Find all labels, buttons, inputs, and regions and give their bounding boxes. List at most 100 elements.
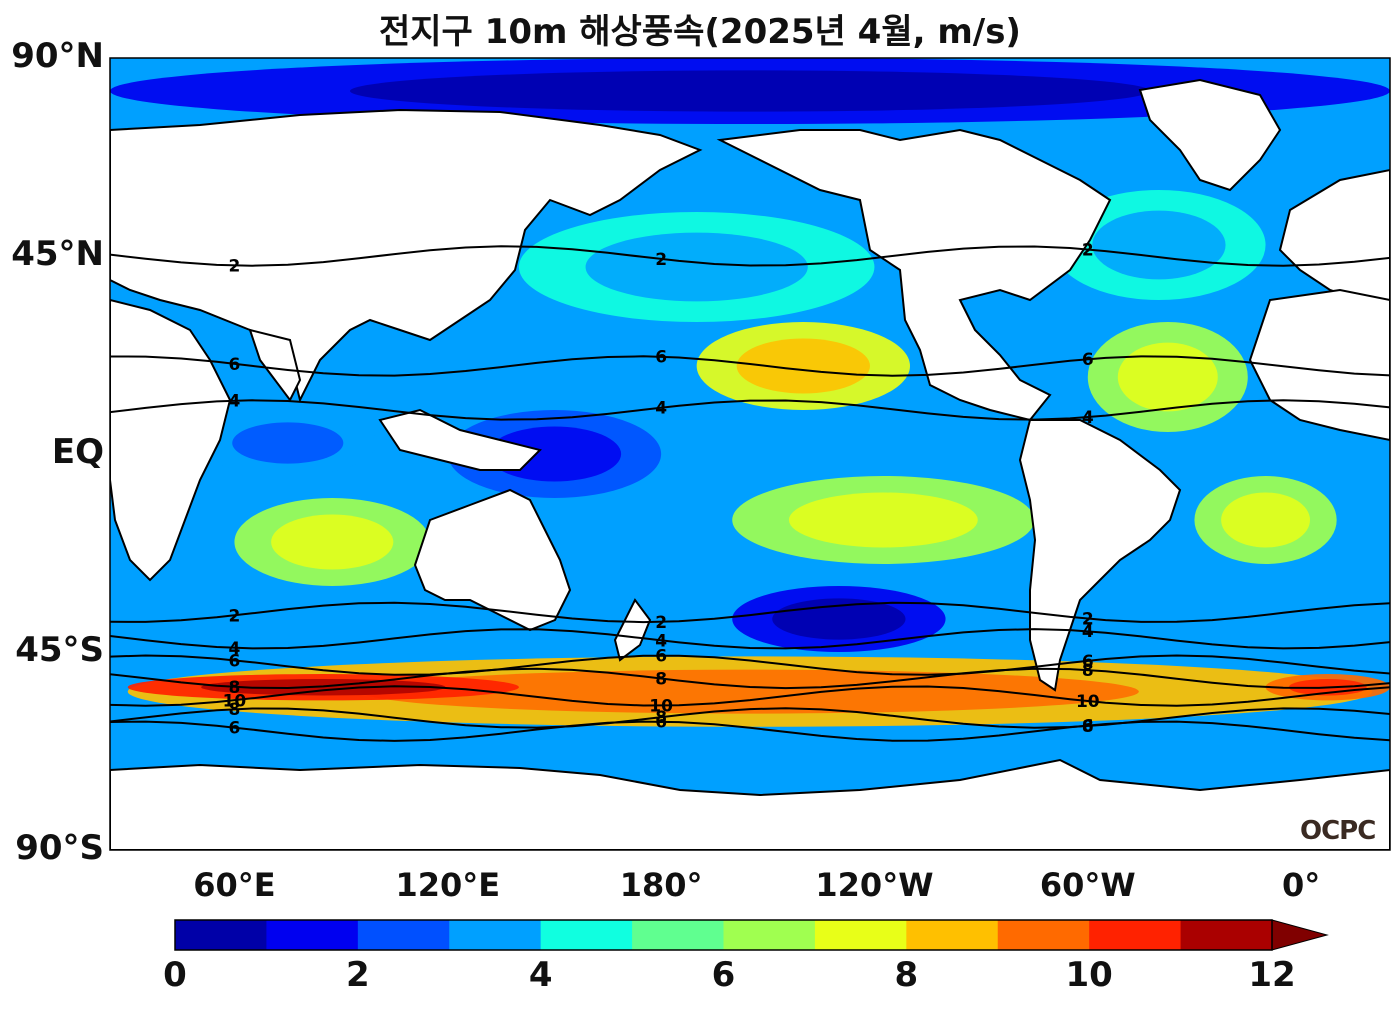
contour-line-9 xyxy=(110,245,1390,267)
land-greenland xyxy=(1138,78,1282,192)
colorbar-segment-4 xyxy=(540,920,633,950)
contour-label-6-2: 2 xyxy=(1082,610,1094,630)
land-africa xyxy=(110,298,232,582)
colorbar-tick-label-2: 4 xyxy=(528,955,553,995)
wind-region-core-8 xyxy=(585,232,808,302)
contour-label-8-1: 6 xyxy=(655,348,667,368)
land-north-america xyxy=(716,128,1112,422)
land-eurasia xyxy=(110,108,703,403)
colorbar-segment-7 xyxy=(814,920,907,950)
wind-region-core-3 xyxy=(736,338,870,394)
contour-label-7-1: 4 xyxy=(655,399,667,419)
contour-line-3 xyxy=(110,707,1390,729)
contour-lines xyxy=(110,245,1390,742)
contour-line-2 xyxy=(110,685,1390,707)
contour-label-1-1: 8 xyxy=(655,669,667,689)
colorbar-tick-label-1: 2 xyxy=(345,955,370,995)
lat-tick-label-0: 90°N xyxy=(11,36,104,76)
contour-label-9-0: 2 xyxy=(229,257,241,277)
wind-region-core-7 xyxy=(271,514,394,570)
colorbar-segment-11 xyxy=(1180,920,1273,950)
colorbar-segment-8 xyxy=(906,920,999,950)
contour-label-5-2: 4 xyxy=(1082,622,1094,642)
contour-label-4-0: 6 xyxy=(229,719,241,739)
lon-tick-label-0: 60°E xyxy=(193,866,276,904)
land-west-africa xyxy=(1248,288,1390,442)
lon-tick-label-4: 60°W xyxy=(1039,866,1136,904)
contour-label-3-2: 8 xyxy=(1082,717,1094,737)
colorbar-tick-label-0: 0 xyxy=(163,955,187,995)
colorbar-segment-3 xyxy=(449,920,542,950)
contour-label-1-0: 8 xyxy=(229,678,241,698)
wind-region-core-4 xyxy=(1117,342,1218,412)
colorbar-segment-10 xyxy=(1089,920,1182,950)
contour-label-3-1: 8 xyxy=(655,708,667,728)
contour-label-4-2: 6 xyxy=(1082,717,1094,737)
contour-label-3-0: 8 xyxy=(229,700,241,720)
land-india xyxy=(248,328,302,402)
contour-label-4-1: 6 xyxy=(655,713,667,733)
contour-label-2-0: 10 xyxy=(223,691,247,711)
contour-label-8-2: 6 xyxy=(1082,350,1094,370)
contour-label-7-0: 4 xyxy=(229,392,241,412)
land-indonesia xyxy=(378,408,542,471)
contour-label-0-1: 6 xyxy=(655,647,667,667)
contour-label-8-0: 6 xyxy=(229,355,241,375)
map-plot-area: 6 6 68 8 810 10 108 8 86 6 64 4 42 2 24 4 46 6 62 2 2 xyxy=(110,58,1390,850)
contour-label-1-2: 8 xyxy=(1082,661,1094,681)
land-south-america xyxy=(1018,419,1182,692)
colorbar-tick-label-3: 6 xyxy=(711,955,736,995)
contour-label-9-2: 2 xyxy=(1082,240,1094,260)
contour-label-5-1: 4 xyxy=(655,631,667,651)
contour-label-2-1: 10 xyxy=(649,697,673,717)
colorbar-tick-label-6: 12 xyxy=(1248,955,1296,995)
wind-region-core-12 xyxy=(772,598,906,640)
contour-label-9-1: 2 xyxy=(655,250,667,270)
lat-tick-label-1: 45°N xyxy=(11,234,104,274)
contour-line-6 xyxy=(110,601,1390,624)
lon-tick-label-5: 0° xyxy=(1281,866,1321,904)
contour-line-7 xyxy=(110,399,1390,421)
contour-labels: 6 6 68 8 810 10 108 8 86 6 64 4 42 2 24 4 46 6 62 2 2 xyxy=(223,240,1100,738)
lon-tick-label-3: 120°W xyxy=(815,866,934,904)
colorbar-segment-5 xyxy=(632,920,724,950)
colorbar-segment-9 xyxy=(997,920,1090,950)
land-new-zealand xyxy=(613,598,652,662)
contour-label-2-2: 10 xyxy=(1076,692,1100,712)
lat-tick-label-3: 45°S xyxy=(15,630,104,670)
colorbar-tick-label-5: 10 xyxy=(1065,955,1113,995)
colorbar-segment-0 xyxy=(175,920,267,950)
colorbar-frame xyxy=(174,919,1273,951)
map-frame xyxy=(109,57,1391,851)
contour-line-0 xyxy=(110,654,1390,676)
contour-label-7-2: 4 xyxy=(1082,408,1094,428)
contour-label-6-1: 2 xyxy=(655,613,667,633)
colorbar-extend-arrow xyxy=(1271,919,1329,951)
colorbar-segment-2 xyxy=(357,920,450,950)
lon-tick-label-2: 180° xyxy=(619,866,703,904)
wind-region-core-13 xyxy=(350,70,1150,112)
lon-tick-label-1: 120°E xyxy=(395,866,501,904)
contour-line-5 xyxy=(110,628,1390,650)
contour-label-0-0: 6 xyxy=(229,651,241,671)
wind-region-core-0 xyxy=(361,669,1139,714)
colorbar-segment-1 xyxy=(266,920,359,950)
contour-label-6-0: 2 xyxy=(229,606,241,626)
land-antarctica xyxy=(110,758,1390,850)
lat-tick-label-4: 90°S xyxy=(15,828,104,868)
wind-region-core-5 xyxy=(788,492,978,548)
contour-label-5-0: 4 xyxy=(229,639,241,659)
colorbar-tick-label-4: 8 xyxy=(894,955,919,995)
ocpc-logo: OCPC xyxy=(1300,816,1376,846)
lat-tick-label-2: EQ xyxy=(51,432,104,472)
colorbar xyxy=(174,919,1329,951)
land-mask xyxy=(110,78,1390,850)
contour-line-4 xyxy=(110,720,1390,742)
wind-region-core-11 xyxy=(232,422,344,464)
land-australia xyxy=(413,488,572,632)
chart-title: 전지구 10m 해상풍속(2025년 4월, m/s) xyxy=(379,12,1021,52)
contour-label-0-2: 6 xyxy=(1082,652,1094,672)
wind-region-core-6 xyxy=(1221,492,1310,548)
colorbar-segment-6 xyxy=(723,920,816,950)
